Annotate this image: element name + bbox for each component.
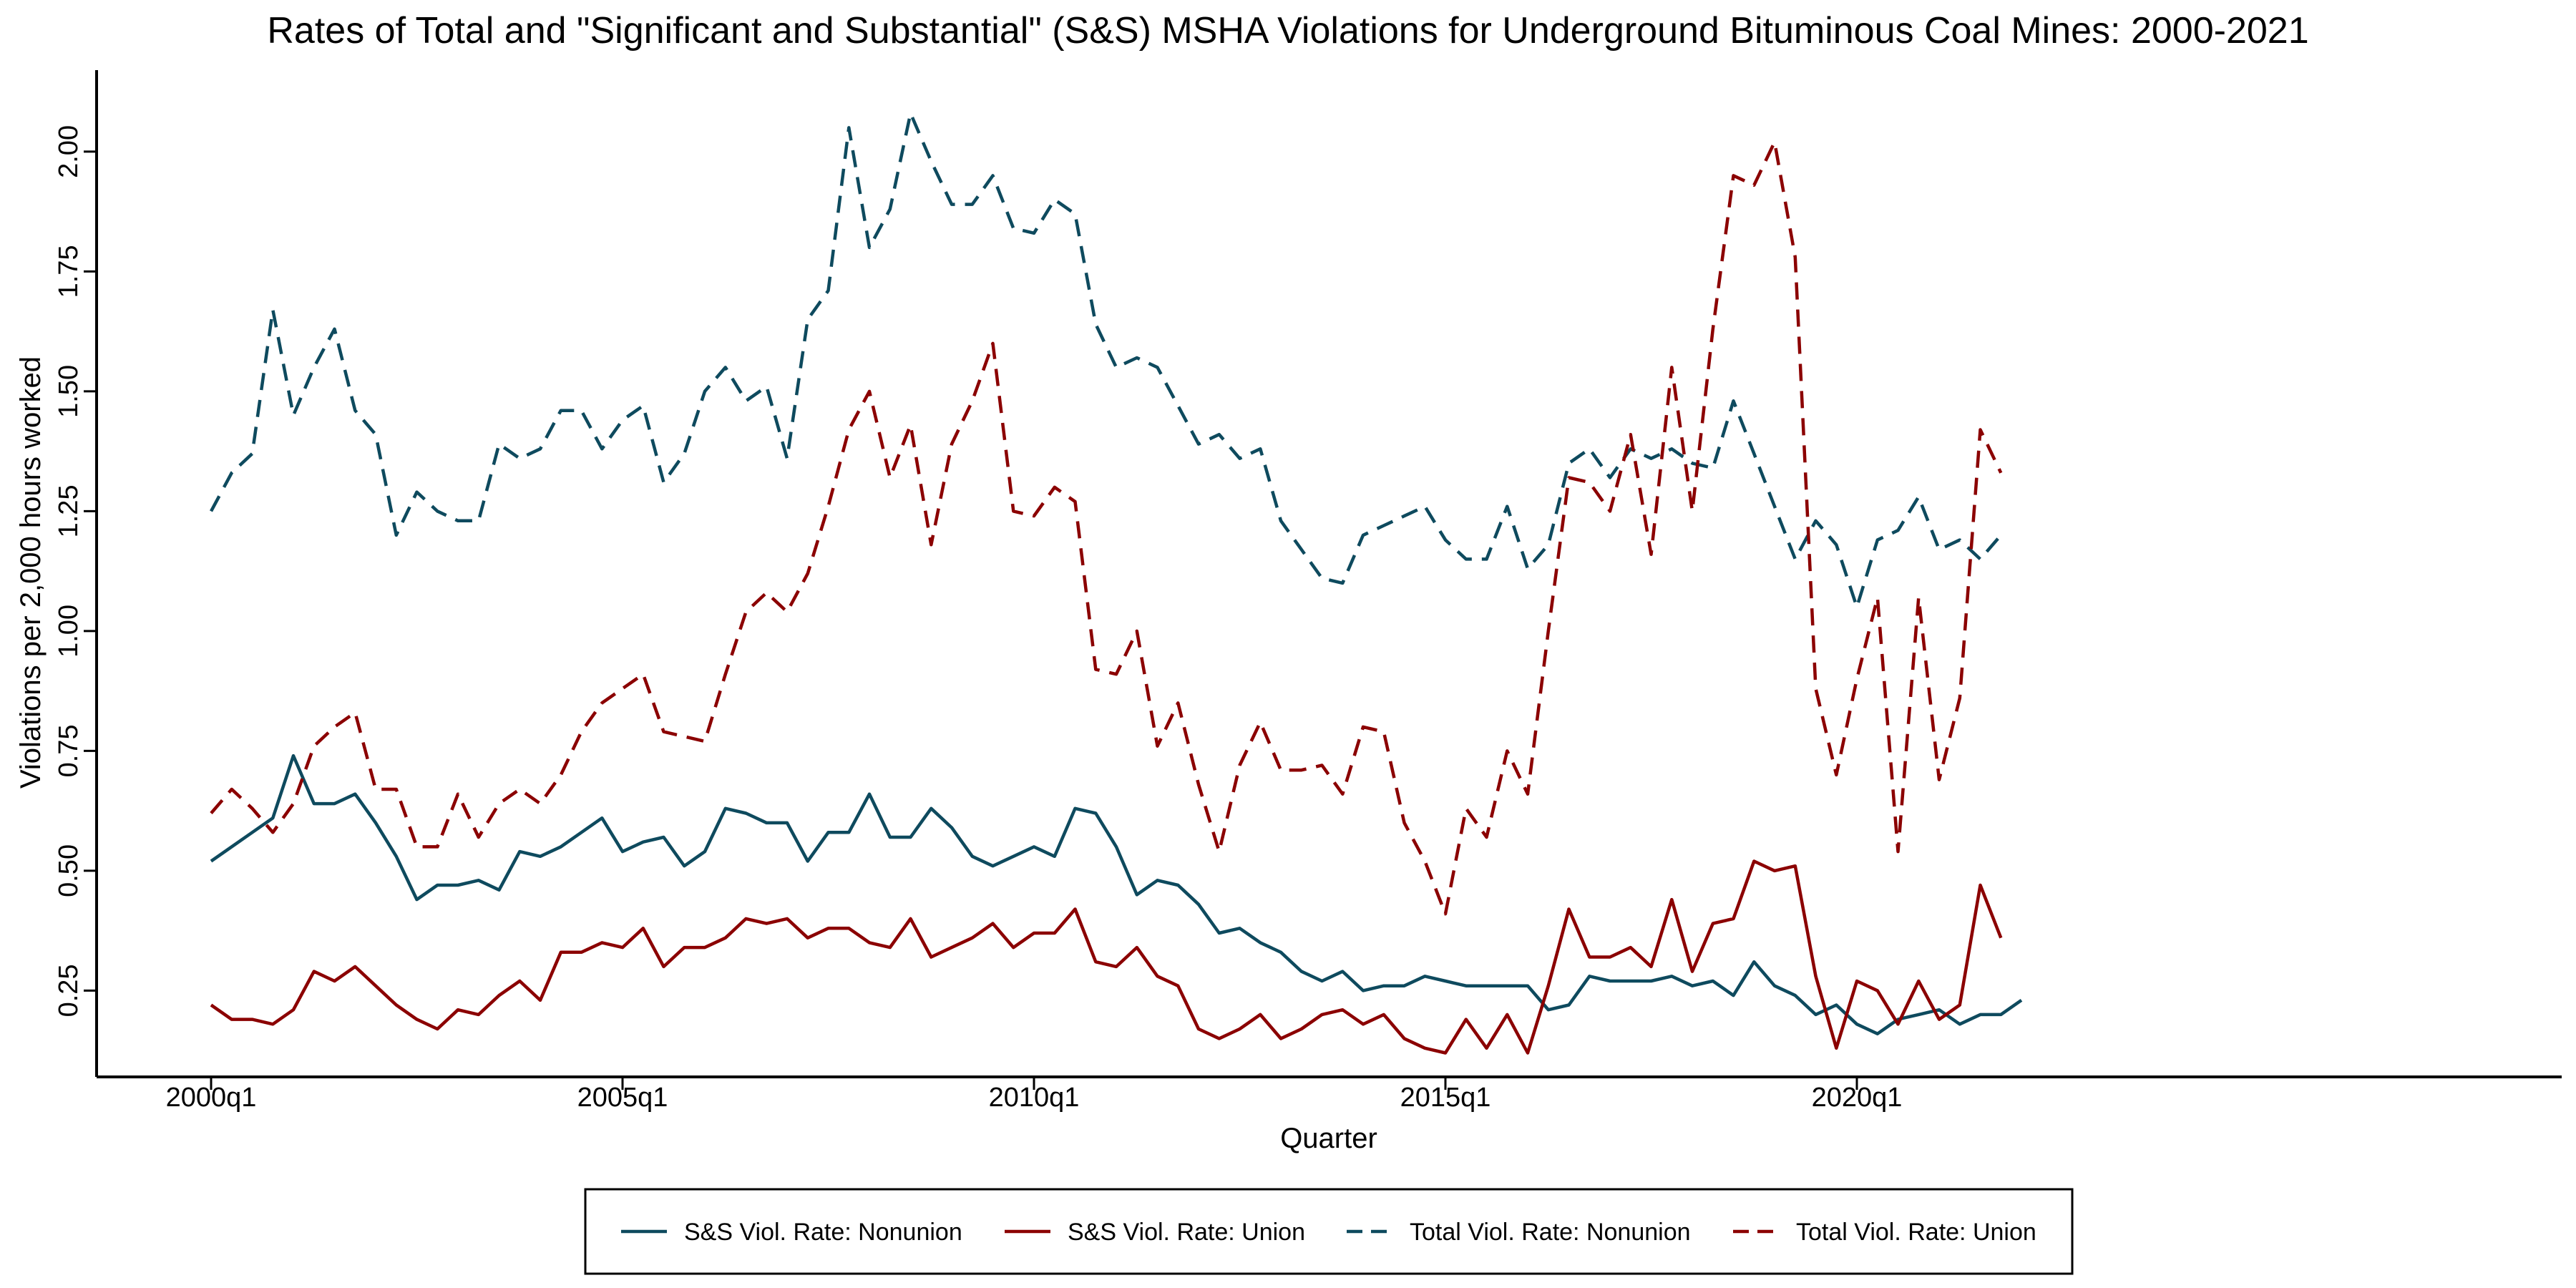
legend-label: S&S Viol. Rate: Nonunion	[684, 1219, 962, 1246]
x-tick-label: 2005q1	[577, 1083, 668, 1113]
y-tick-label: 1.75	[54, 245, 84, 298]
axes	[95, 70, 2562, 1078]
legend-label: Total Viol. Rate: Nonunion	[1410, 1219, 1691, 1246]
x-tick-label: 2015q1	[1400, 1083, 1491, 1113]
chart-title: Rates of Total and "Significant and Subs…	[267, 10, 2308, 52]
legend-label: S&S Viol. Rate: Union	[1068, 1219, 1305, 1246]
y-tick-label: 0.25	[54, 964, 84, 1017]
series-line-3	[210, 112, 2003, 609]
series-lines	[210, 112, 2023, 1055]
y-tick-label: 2.00	[54, 125, 84, 178]
y-axis-label: Violations per 2,000 hours worked	[15, 356, 47, 789]
x-ticks: 2000q1 2005q1 2010q1 2015q1 2020q1	[166, 1077, 1903, 1113]
x-axis-label: Quarter	[1280, 1123, 1377, 1154]
legend: S&S Viol. Rate: Nonunion S&S Viol. Rate: …	[584, 1188, 2074, 1275]
y-ticks: 0.25 0.50 0.75 1.00 1.25 1.50 1.75 2.00	[54, 125, 97, 1017]
x-tick-label: 2000q1	[166, 1083, 257, 1113]
y-tick-label: 0.75	[54, 724, 84, 777]
y-tick-label: 0.50	[54, 844, 84, 897]
series-line-4	[210, 140, 2003, 916]
legend-label: Total Viol. Rate: Union	[1796, 1219, 2036, 1246]
series-line-1	[210, 753, 2023, 1035]
y-tick-label: 1.25	[54, 484, 84, 537]
series-line-2	[210, 859, 2003, 1055]
x-tick-label: 2020q1	[1812, 1083, 1903, 1113]
legend-box	[584, 1188, 2074, 1275]
y-tick-label: 1.00	[54, 605, 84, 658]
y-tick-label: 1.50	[54, 365, 84, 418]
x-tick-label: 2010q1	[989, 1083, 1080, 1113]
